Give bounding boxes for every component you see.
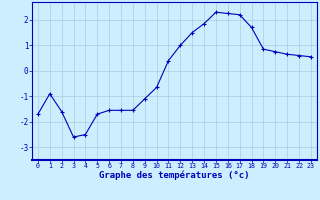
X-axis label: Graphe des températures (°c): Graphe des températures (°c) — [99, 171, 250, 180]
